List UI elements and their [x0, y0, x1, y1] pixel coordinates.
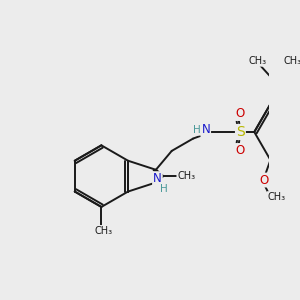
Text: CH₃: CH₃ — [268, 192, 286, 202]
Text: N: N — [153, 172, 162, 185]
Text: H: H — [160, 184, 167, 194]
Text: O: O — [235, 107, 244, 120]
Text: O: O — [235, 144, 244, 157]
Text: CH₃: CH₃ — [177, 171, 195, 181]
Text: H: H — [194, 125, 201, 135]
Text: S: S — [236, 125, 245, 139]
Text: CH₃: CH₃ — [94, 226, 113, 236]
Text: CH₃: CH₃ — [248, 56, 266, 66]
Text: O: O — [260, 173, 269, 187]
Text: N: N — [201, 123, 210, 136]
Text: CH₃: CH₃ — [284, 56, 300, 66]
